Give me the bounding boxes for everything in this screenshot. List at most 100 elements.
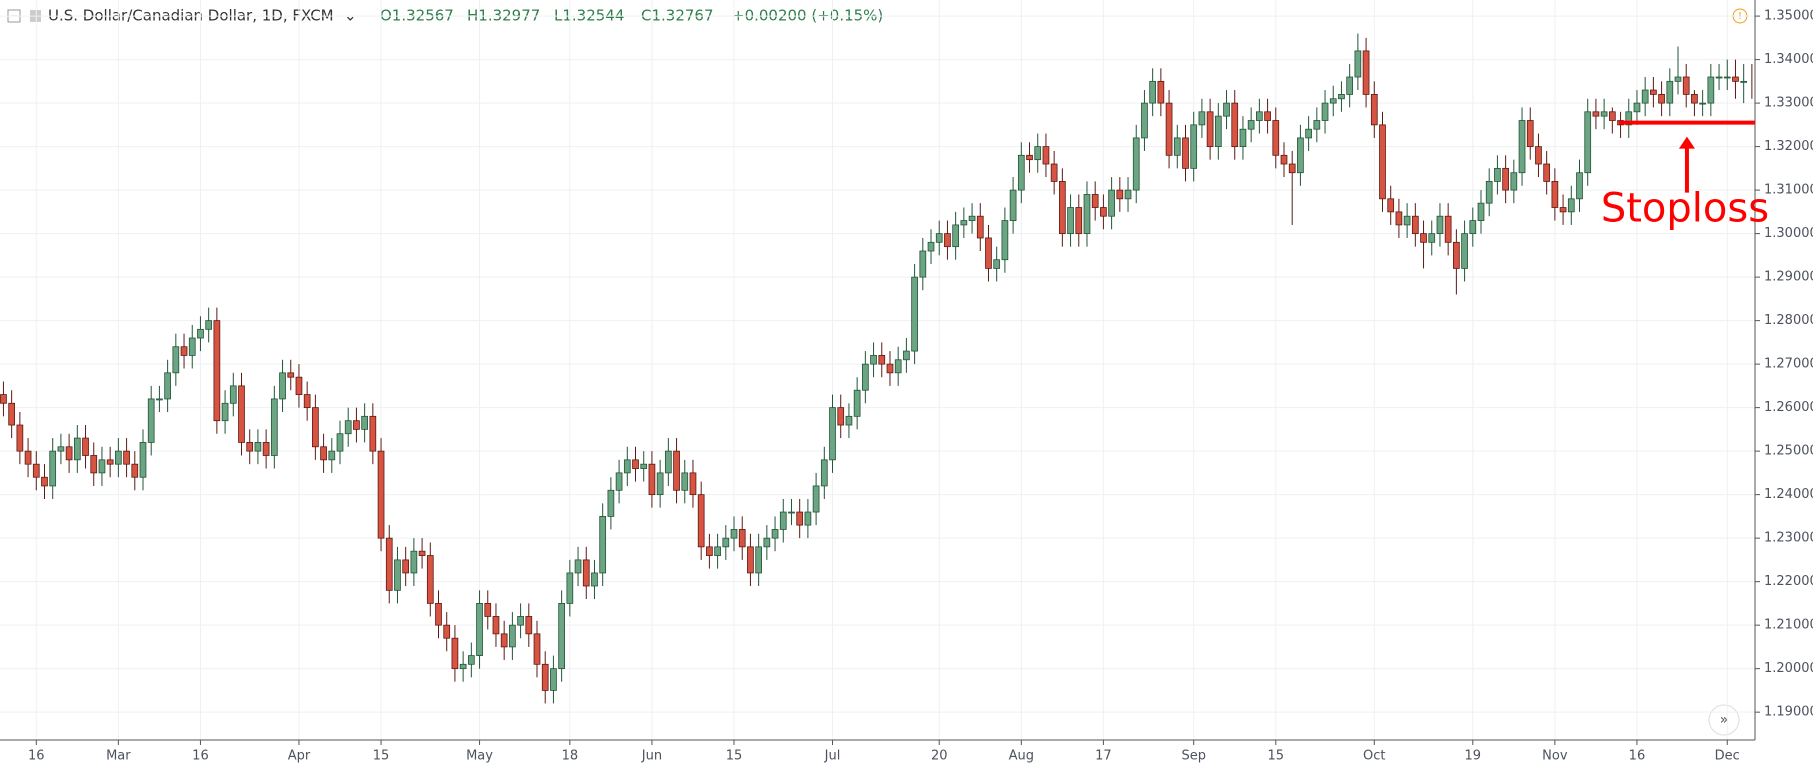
candle-body: [1280, 154, 1288, 165]
candle-body: [738, 529, 746, 548]
candle-body: [123, 450, 130, 465]
candle-body: [976, 215, 984, 239]
y-tick-label: 1.21000: [1764, 618, 1813, 633]
candle-body: [73, 437, 81, 461]
candle-body: [353, 420, 360, 430]
candle-body: [82, 437, 89, 456]
candle-body: [615, 472, 623, 491]
candle-body: [541, 663, 549, 691]
candle-body: [459, 663, 467, 670]
header: U.S. Dollar/Canadian Dollar, 1D, FXCM ⌄ O1…: [48, 7, 883, 25]
candle-body: [1009, 189, 1017, 221]
candle-body: [903, 350, 910, 361]
candle-body: [451, 637, 459, 670]
candle-body: [1420, 233, 1427, 243]
candle-body: [394, 559, 401, 591]
candle-body: [41, 476, 48, 487]
interval-dropdown[interactable]: ⌄: [344, 7, 357, 25]
y-tick-label: 1.23000: [1764, 531, 1813, 546]
candle-body: [952, 224, 960, 248]
x-tick-label: Aug: [1009, 749, 1034, 764]
candle-body: [1600, 111, 1608, 117]
candle-body: [1223, 102, 1230, 117]
x-tick-label: 18: [562, 749, 579, 764]
candle-body: [1379, 124, 1386, 200]
candle-body: [377, 450, 385, 539]
candle-body: [845, 415, 853, 426]
candle-body: [1403, 215, 1411, 226]
candle-body: [1494, 167, 1501, 182]
candle-body: [607, 489, 615, 517]
candle-body: [262, 442, 270, 456]
candle-body: [747, 546, 754, 574]
x-tick-label: Sep: [1181, 749, 1206, 764]
candle-body: [164, 372, 171, 400]
stoploss-arrowhead: [1678, 136, 1695, 149]
candle-body: [1108, 189, 1115, 217]
candle-body: [681, 472, 689, 491]
x-tick-label: 15: [726, 749, 743, 764]
candle-body: [303, 394, 311, 409]
candle-body: [180, 346, 188, 356]
ohlc-value: L1.32544: [554, 7, 624, 25]
candle-body: [673, 450, 680, 491]
candle-body: [1231, 102, 1239, 148]
candle-body: [90, 455, 98, 474]
candle-body: [1034, 146, 1042, 161]
candle-body: [894, 359, 902, 374]
x-tick-label: 16: [28, 749, 45, 764]
candle-body: [1190, 124, 1198, 169]
y-tick-label: 1.35000: [1764, 9, 1813, 24]
candle-body: [1239, 128, 1247, 148]
candle-body: [1141, 102, 1148, 139]
candle-body: [829, 407, 836, 461]
candle-body: [796, 511, 804, 526]
candle-body: [1067, 207, 1074, 235]
candle-body: [32, 463, 40, 478]
candle-body: [1674, 76, 1682, 82]
candle-body: [771, 529, 779, 539]
candle-body: [1149, 80, 1157, 104]
x-tick-label: Jul: [824, 749, 841, 764]
candle-body: [566, 572, 574, 604]
candle-body: [1584, 111, 1592, 174]
candle-body: [385, 537, 393, 591]
candle-body: [1682, 76, 1690, 95]
candle-body: [139, 442, 147, 478]
candle-body: [295, 376, 303, 395]
candle-body: [484, 602, 492, 617]
candle-body: [320, 446, 327, 461]
y-tick-label: 1.24000: [1764, 487, 1813, 502]
candle-body: [1526, 120, 1534, 148]
candle-body: [820, 459, 828, 487]
candle-body: [287, 372, 295, 378]
candle-body: [1395, 211, 1403, 226]
candle-body: [426, 555, 434, 604]
candle-body: [623, 459, 631, 474]
candle-body: [1650, 89, 1657, 95]
candle-body: [1699, 102, 1706, 105]
candle-body: [312, 407, 319, 448]
candle-body: [1198, 111, 1206, 126]
candle-body: [1083, 194, 1091, 235]
candle-body: [1502, 167, 1509, 191]
candle-body: [1592, 111, 1600, 117]
candle-body: [229, 385, 237, 404]
candle-body: [1732, 76, 1739, 82]
candle-body: [1354, 50, 1362, 78]
candle-body: [1428, 233, 1436, 243]
y-tick-label: 1.26000: [1764, 400, 1813, 415]
x-tick-label: Apr: [288, 749, 311, 764]
candle-body: [1608, 111, 1616, 121]
candle-body: [837, 407, 845, 426]
candle-body: [1740, 80, 1748, 83]
candle-body: [1411, 215, 1419, 235]
candle-body: [1543, 163, 1551, 182]
candle-body: [1658, 94, 1665, 104]
x-tick-label: 17: [1095, 749, 1112, 764]
candle-body: [714, 546, 721, 556]
candle-body: [402, 559, 410, 574]
candle-body: [361, 415, 368, 430]
candle-body: [656, 472, 664, 496]
candle-body: [1297, 137, 1304, 174]
